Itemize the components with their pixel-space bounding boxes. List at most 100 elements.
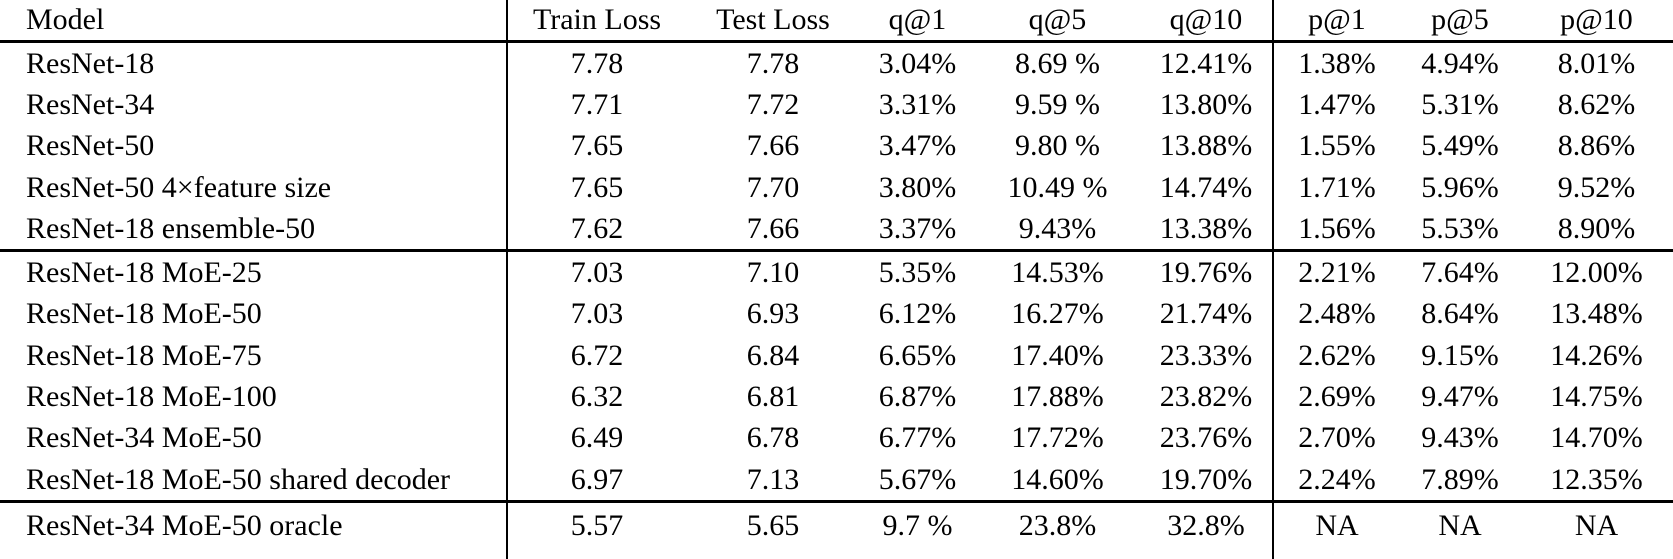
value-cell: 2.62% bbox=[1298, 338, 1376, 372]
value-cell: 5.49% bbox=[1421, 129, 1499, 163]
value-cell: 12.00% bbox=[1520, 249, 1673, 294]
value-cell: 7.78 bbox=[746, 46, 800, 80]
column-header-q-5: q@5 bbox=[975, 0, 1140, 43]
value-cell: 6.49 bbox=[570, 421, 624, 455]
column-header-p-1: p@1 bbox=[1273, 0, 1400, 43]
value-cell: 2.70% bbox=[1298, 421, 1376, 455]
value-cell: 6.72 bbox=[570, 338, 624, 372]
value-cell: 5.65 bbox=[686, 500, 860, 559]
value-cell: 19.76% bbox=[1140, 249, 1274, 294]
value-cell: 21.74% bbox=[1140, 293, 1274, 336]
table-row: ResNet-50 4×feature size 7.65 7.70 3.80% 10.… bbox=[0, 166, 1673, 209]
model-name-cell: ResNet-50 4×feature size bbox=[0, 166, 508, 209]
value-cell: 6.87% bbox=[878, 380, 957, 414]
table-row: ResNet-34 MoE-50 6.49 6.78 6.77% 17.72% 23.76… bbox=[0, 417, 1673, 459]
value-cell: 7.66 bbox=[746, 129, 800, 163]
value-cell: 7.65 bbox=[570, 129, 624, 163]
value-cell: 3.37% bbox=[878, 211, 957, 245]
value-cell: 8.62% bbox=[1557, 87, 1636, 121]
value-cell: 14.53% bbox=[975, 249, 1140, 294]
value-cell: 7.03 bbox=[570, 297, 624, 331]
value-cell: 6.97 bbox=[570, 462, 624, 496]
column-header-p-5: p@5 bbox=[1400, 0, 1520, 43]
value-cell: 8.69 % bbox=[1015, 46, 1100, 80]
model-name-cell: ResNet-34 MoE-50 oracle bbox=[0, 500, 508, 559]
value-cell: 7.70 bbox=[746, 170, 800, 204]
value-cell: 23.33% bbox=[1140, 335, 1274, 377]
value-cell: 7.10 bbox=[686, 249, 860, 294]
value-cell: 13.48% bbox=[1550, 297, 1643, 331]
value-cell: 32.8% bbox=[1140, 500, 1274, 559]
column-header-p-10: p@10 bbox=[1520, 0, 1673, 43]
table-row: ResNet-18 MoE-50 shared decoder 6.97 7.13 5… bbox=[0, 458, 1673, 502]
value-cell: 1.71% bbox=[1298, 170, 1376, 204]
value-cell: 14.60% bbox=[1011, 462, 1104, 496]
value-cell: 8.86% bbox=[1557, 129, 1636, 163]
table-row: ResNet-18 MoE-100 6.32 6.81 6.87% 17.88% 23.8… bbox=[0, 376, 1673, 418]
value-cell: 9.43% bbox=[1018, 211, 1097, 245]
value-cell: 7.72 bbox=[746, 87, 800, 121]
value-cell: 2.48% bbox=[1298, 297, 1376, 331]
table-row: ResNet-18 MoE-25 7.03 7.10 5.35% 14.53% 19.76… bbox=[0, 249, 1673, 294]
value-cell: 9.43% bbox=[1421, 421, 1499, 455]
model-name-cell: ResNet-18 MoE-50 bbox=[0, 293, 508, 336]
table-row: ResNet-50 7.65 7.66 3.47% 9.80 % 13.88% 1.55% 5… bbox=[0, 125, 1673, 167]
value-cell: 7.62 bbox=[570, 211, 624, 245]
value-cell: 5.31% bbox=[1421, 87, 1499, 121]
value-cell: 9.52% bbox=[1557, 170, 1636, 204]
value-cell: 6.65% bbox=[878, 338, 957, 372]
column-header-train-loss: Train Loss bbox=[507, 0, 686, 43]
value-cell: 9.47% bbox=[1421, 380, 1499, 414]
table-row: ResNet-18 MoE-75 6.72 6.84 6.65% 17.40% 23.33… bbox=[0, 335, 1673, 377]
value-cell: 9.7 % bbox=[860, 500, 975, 559]
column-header-q-1: q@1 bbox=[860, 0, 975, 43]
model-name-cell: ResNet-18 MoE-75 bbox=[0, 335, 508, 377]
value-cell: 13.80% bbox=[1140, 84, 1274, 126]
value-cell: NA bbox=[1400, 500, 1520, 559]
value-cell: 16.27% bbox=[1011, 297, 1104, 331]
table-row: ResNet-18 7.78 7.78 3.04% 8.69 % 12.41% 1.38% 4… bbox=[0, 41, 1673, 85]
model-name-cell: ResNet-50 bbox=[0, 125, 508, 167]
value-cell: 3.04% bbox=[878, 46, 957, 80]
column-header-q-10: q@10 bbox=[1140, 0, 1274, 43]
value-cell: 5.53% bbox=[1421, 211, 1499, 245]
value-cell: 5.57 bbox=[507, 500, 686, 559]
value-cell: 6.77% bbox=[878, 421, 957, 455]
value-cell: 9.15% bbox=[1421, 338, 1499, 372]
table-row: ResNet-18 MoE-50 7.03 6.93 6.12% 16.27% 21.74… bbox=[0, 293, 1673, 336]
model-name-cell: ResNet-34 bbox=[0, 84, 508, 126]
value-cell: 1.56% bbox=[1298, 211, 1376, 245]
value-cell: 7.71 bbox=[570, 87, 624, 121]
value-cell: 4.94% bbox=[1421, 46, 1499, 80]
value-cell: 14.26% bbox=[1550, 338, 1643, 372]
model-name-cell: ResNet-18 ensemble-50 bbox=[0, 208, 508, 251]
value-cell: 6.84 bbox=[746, 338, 800, 372]
model-name-cell: ResNet-18 MoE-50 shared decoder bbox=[0, 458, 508, 502]
value-cell: 7.78 bbox=[570, 46, 624, 80]
value-cell: 9.80 % bbox=[1015, 129, 1100, 163]
value-cell: 23.76% bbox=[1140, 417, 1274, 459]
value-cell: 5.67% bbox=[878, 462, 957, 496]
value-cell: NA bbox=[1520, 500, 1673, 559]
value-cell: 6.78 bbox=[746, 421, 800, 455]
row-group-moe-models: ResNet-18 MoE-25 7.03 7.10 5.35% 14.53% 19.76… bbox=[0, 249, 1673, 502]
value-cell: 8.64% bbox=[1421, 297, 1499, 331]
column-header-model: Model bbox=[0, 0, 508, 43]
value-cell: NA bbox=[1273, 500, 1400, 559]
table-row: ResNet-34 7.71 7.72 3.31% 9.59 % 13.80% 1.47% 5… bbox=[0, 84, 1673, 126]
value-cell: 14.70% bbox=[1550, 421, 1643, 455]
table-row: ResNet-34 MoE-50 oracle 5.57 5.65 9.7 % 23.8… bbox=[0, 500, 1673, 559]
table-header: Model Train Loss Test Loss q@1 q@5 q@10 p@1 p@5… bbox=[0, 0, 1673, 43]
row-group-baselines: ResNet-18 7.78 7.78 3.04% 8.69 % 12.41% 1.38% 4… bbox=[0, 41, 1673, 251]
value-cell: 6.81 bbox=[746, 380, 800, 414]
value-cell: 17.40% bbox=[1011, 338, 1104, 372]
value-cell: 13.38% bbox=[1140, 208, 1274, 251]
value-cell: 23.8% bbox=[975, 500, 1140, 559]
column-header-test-loss: Test Loss bbox=[686, 0, 860, 43]
value-cell: 14.74% bbox=[1140, 166, 1274, 209]
value-cell: 1.47% bbox=[1298, 87, 1376, 121]
model-name-cell: ResNet-34 MoE-50 bbox=[0, 417, 508, 459]
value-cell: 7.03 bbox=[507, 249, 686, 294]
value-cell: 12.41% bbox=[1140, 41, 1274, 85]
